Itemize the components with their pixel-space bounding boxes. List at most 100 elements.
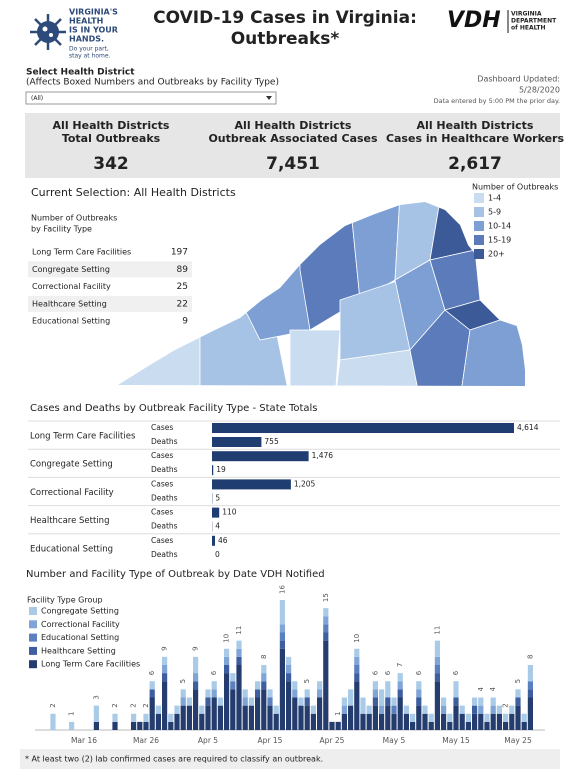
total-label: 10 — [223, 634, 231, 643]
bar-segment — [397, 673, 403, 682]
bar-segment — [149, 697, 155, 730]
total-label: 9 — [192, 646, 200, 650]
legend-label: 10-14 — [488, 222, 511, 231]
dropdown[interactable] — [25, 91, 277, 105]
bar-segment — [416, 681, 422, 690]
row-band — [28, 261, 192, 278]
bar-segment — [317, 681, 323, 690]
value-label: 4 — [215, 522, 220, 531]
bar-segment — [447, 721, 453, 730]
legend-swatch — [474, 235, 484, 245]
row-name: Healthcare Setting — [32, 299, 107, 308]
bar-segment — [434, 665, 440, 674]
bar-segment — [379, 689, 385, 706]
total-label: 7 — [396, 663, 404, 667]
bar-segment — [193, 681, 199, 690]
kpi-title: Cases in Healthcare Workers — [386, 132, 565, 145]
bar-segment — [317, 689, 323, 698]
bar-segment — [69, 721, 75, 730]
bar-segment — [441, 697, 447, 706]
bar-segment — [236, 640, 242, 649]
bar-segment — [162, 681, 168, 730]
bar-segment — [180, 705, 186, 730]
bar-segment — [155, 705, 161, 714]
bar-segment — [434, 673, 440, 682]
bar-segment — [279, 648, 285, 730]
bar-segment — [360, 713, 366, 730]
x-tick-label: May 25 — [504, 736, 532, 745]
bar-segment — [441, 713, 447, 730]
total-label: 8 — [526, 655, 534, 659]
bar-segment — [341, 705, 347, 714]
kpi-value: 342 — [93, 154, 129, 174]
dropdown-value[interactable]: (All) — [31, 95, 43, 102]
value-label: 46 — [218, 536, 228, 545]
series-label: Cases — [151, 451, 173, 460]
bar-segment — [391, 713, 397, 730]
bar-segment — [242, 705, 248, 730]
total-label: 1 — [68, 711, 76, 715]
bar-segment — [397, 697, 403, 730]
bar — [212, 479, 291, 490]
dropdown-arrow[interactable] — [266, 96, 272, 100]
bar-segment — [527, 681, 533, 690]
bar-segment — [255, 697, 261, 730]
bar-segment — [162, 656, 168, 665]
bar-segment — [168, 721, 174, 730]
bar-segment — [310, 713, 316, 730]
bar-segment — [304, 697, 310, 706]
bar-segment — [224, 656, 230, 665]
bar-segment — [459, 713, 465, 730]
bar-segment — [372, 681, 378, 690]
total-label: 9 — [161, 646, 169, 650]
x-tick-label: May 5 — [383, 736, 406, 745]
bar-segment — [273, 705, 279, 714]
bar-segment — [217, 697, 223, 706]
bar-segment — [465, 713, 471, 722]
vdh-text: of HEALTH — [511, 25, 546, 32]
legend-swatch — [474, 193, 484, 203]
legend-label: 15-19 — [488, 236, 511, 245]
bar-segment — [205, 697, 211, 706]
series-label: Cases — [151, 423, 173, 432]
total-label: 3 — [92, 695, 100, 699]
kpi-title: Total Outbreaks — [62, 132, 161, 145]
bar — [212, 535, 216, 546]
bar-segment — [162, 673, 168, 682]
bar-segment — [379, 713, 385, 730]
bar-segment — [193, 656, 199, 674]
total-label: 11 — [235, 626, 243, 635]
updated-note: Data entered by 5:00 PM the prior day. — [434, 97, 560, 105]
total-label: 2 — [502, 703, 510, 707]
bar-segment — [261, 681, 267, 690]
bar-segment — [354, 648, 360, 657]
bar-segment — [261, 673, 267, 682]
bar-segment — [112, 721, 118, 730]
bar-segment — [131, 713, 137, 722]
bar-segment — [441, 705, 447, 714]
total-label: 6 — [384, 670, 392, 675]
series-label: Cases — [151, 536, 173, 545]
table-title: by Facility Type — [31, 225, 92, 234]
footnote: * At least two (2) lab confirmed cases a… — [25, 755, 323, 764]
bar-segment — [131, 721, 137, 730]
value-label: 0 — [215, 550, 220, 559]
bar-segment — [341, 697, 347, 706]
category-label: Long Term Care Facilities — [30, 432, 136, 442]
category-label: Congregate Setting — [30, 460, 113, 470]
bar-segment — [211, 697, 217, 730]
bar-segment — [391, 705, 397, 714]
bar-segment — [323, 632, 329, 641]
bar-segment — [348, 689, 354, 706]
total-label: 6 — [452, 670, 460, 675]
title: Outbreaks* — [231, 29, 340, 49]
kpi-value: 7,451 — [266, 154, 320, 174]
bar-segment — [416, 705, 422, 730]
total-label: 5 — [514, 679, 522, 683]
category-label: Healthcare Setting — [30, 516, 109, 526]
bar-segment — [292, 689, 298, 698]
series-label: Cases — [151, 508, 173, 517]
total-label: 2 — [142, 703, 150, 707]
logo-text: VIRGINIA'S — [69, 8, 118, 17]
bar-segment — [248, 705, 254, 730]
